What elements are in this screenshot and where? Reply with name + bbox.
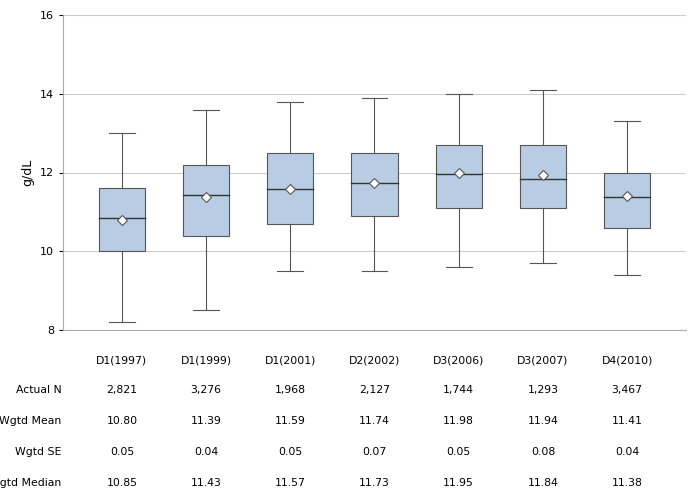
Text: D3(2007): D3(2007)	[517, 355, 568, 365]
Text: 11.57: 11.57	[275, 478, 306, 488]
FancyBboxPatch shape	[604, 172, 650, 228]
Text: D4(2010): D4(2010)	[601, 355, 653, 365]
Text: 11.73: 11.73	[359, 478, 390, 488]
Text: 11.41: 11.41	[612, 416, 643, 426]
Text: 0.04: 0.04	[194, 446, 218, 456]
Text: 11.84: 11.84	[527, 478, 559, 488]
Text: 1,744: 1,744	[443, 384, 474, 394]
Text: 0.05: 0.05	[447, 446, 471, 456]
Text: 11.59: 11.59	[275, 416, 306, 426]
Text: Wgtd Median: Wgtd Median	[0, 478, 62, 488]
Text: D1(2001): D1(2001)	[265, 355, 316, 365]
Text: Wgtd Mean: Wgtd Mean	[0, 416, 62, 426]
Text: 11.98: 11.98	[443, 416, 474, 426]
Text: 0.04: 0.04	[615, 446, 639, 456]
Text: 2,821: 2,821	[106, 384, 137, 394]
FancyBboxPatch shape	[519, 145, 566, 208]
Text: D1(1999): D1(1999)	[181, 355, 232, 365]
Text: 10.85: 10.85	[106, 478, 137, 488]
FancyBboxPatch shape	[435, 145, 482, 208]
Text: 1,968: 1,968	[275, 384, 306, 394]
Text: 11.39: 11.39	[190, 416, 222, 426]
Text: 0.05: 0.05	[110, 446, 134, 456]
Text: 10.80: 10.80	[106, 416, 137, 426]
Text: 3,467: 3,467	[612, 384, 643, 394]
FancyBboxPatch shape	[183, 164, 230, 236]
Text: 0.05: 0.05	[278, 446, 302, 456]
Text: 11.43: 11.43	[190, 478, 222, 488]
Text: 0.07: 0.07	[363, 446, 386, 456]
Text: 11.74: 11.74	[359, 416, 390, 426]
Text: 11.38: 11.38	[612, 478, 643, 488]
Text: D1(1997): D1(1997)	[97, 355, 148, 365]
Text: 2,127: 2,127	[359, 384, 390, 394]
FancyBboxPatch shape	[267, 153, 314, 224]
Text: Actual N: Actual N	[15, 384, 62, 394]
Text: D3(2006): D3(2006)	[433, 355, 484, 365]
FancyBboxPatch shape	[99, 188, 145, 251]
FancyBboxPatch shape	[351, 153, 398, 216]
Text: 0.08: 0.08	[531, 446, 555, 456]
Text: 1,293: 1,293	[527, 384, 559, 394]
Y-axis label: g/dL: g/dL	[21, 159, 34, 186]
Text: 11.94: 11.94	[527, 416, 559, 426]
Text: 11.95: 11.95	[443, 478, 474, 488]
Text: Wgtd SE: Wgtd SE	[15, 446, 62, 456]
Text: D2(2002): D2(2002)	[349, 355, 400, 365]
Text: 3,276: 3,276	[190, 384, 222, 394]
